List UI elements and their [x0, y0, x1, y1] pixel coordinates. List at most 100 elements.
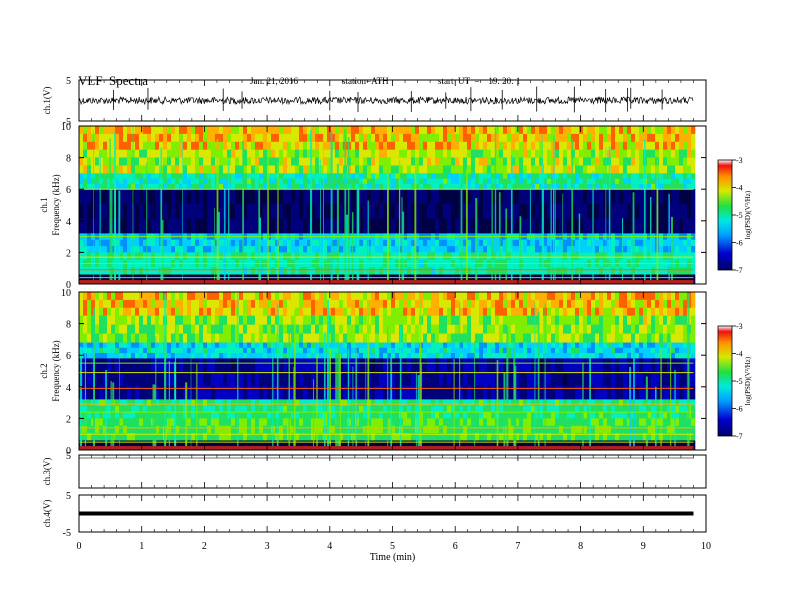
- spectrogram-cell: [79, 274, 84, 278]
- spectrogram-cell: [635, 292, 640, 301]
- spectrogram-cell: [595, 218, 600, 234]
- spectrogram-cell: [511, 218, 516, 234]
- spectrogram-cell: [535, 274, 540, 278]
- spectrogram-cell: [611, 292, 616, 301]
- spectrogram-cell: [471, 157, 476, 166]
- spectrogram-cell: [575, 178, 580, 185]
- spectrogram-cell: [683, 141, 688, 150]
- spectrogram-cell: [447, 333, 452, 343]
- spectrogram-cell: [171, 203, 176, 219]
- spectrogram-cell: [239, 239, 244, 247]
- spectrogram-cell: [175, 149, 180, 158]
- spectrogram-cell: [647, 178, 652, 185]
- spectrogram-cell: [247, 157, 252, 166]
- spectrogram-cell: [519, 307, 524, 316]
- spectrogram-cell: [171, 315, 176, 325]
- spectrogram-cell: [123, 299, 128, 309]
- spectrogram-cell: [103, 239, 108, 247]
- spectrogram-cell: [467, 203, 472, 219]
- spectrogram-cell: [287, 133, 292, 143]
- spectrogram-cell: [591, 133, 596, 143]
- spectrogram-cell: [207, 307, 212, 316]
- spectrogram-cell: [395, 178, 400, 185]
- spectrogram-cell: [671, 141, 676, 150]
- spectrogram-cell: [275, 218, 280, 234]
- spectrogram-cell: [503, 189, 508, 205]
- spectrogram-cell: [583, 173, 588, 179]
- spectrogram-cell: [179, 342, 184, 349]
- spectrogram-cell: [447, 183, 452, 190]
- spectrogram-cell: [563, 141, 568, 150]
- spectrogram-cell: [251, 165, 256, 174]
- spectrogram-cell: [531, 246, 536, 253]
- spectrogram-cell: [615, 239, 620, 247]
- spectrogram-cell: [639, 141, 644, 150]
- spectrogram-cell: [663, 292, 668, 301]
- spectrogram-cell: [103, 218, 108, 234]
- spectrogram-cell: [187, 307, 192, 316]
- spectrogram-cell: [571, 315, 576, 325]
- spectrogram-cell: [227, 141, 232, 150]
- spectrogram-cell: [511, 315, 516, 325]
- spectrogram-cell: [539, 203, 544, 219]
- spectrogram-cell: [199, 239, 204, 247]
- spectrogram-cell: [487, 157, 492, 166]
- spectrogram-cell: [487, 203, 492, 219]
- spectrogram-cell: [99, 218, 104, 234]
- spectrogram-cell: [671, 277, 676, 282]
- spectrogram-cell: [347, 342, 352, 349]
- spectrogram-cell: [375, 178, 380, 185]
- spectrogram-cell: [539, 157, 544, 166]
- spectrogram-cell: [375, 149, 380, 158]
- spectrogram-cell: [251, 157, 256, 166]
- spectrogram-cell: [311, 173, 316, 179]
- spectrogram-cell: [295, 307, 300, 316]
- spectrogram-cell: [179, 277, 184, 282]
- spectrogram-cell: [331, 292, 336, 301]
- spectrogram-cell: [451, 173, 456, 179]
- spectrogram-cell: [203, 218, 208, 234]
- spectrogram-cell: [479, 246, 484, 253]
- spectrogram-cell: [587, 203, 592, 219]
- spectrogram-cell: [579, 299, 584, 309]
- spectrogram-cell: [135, 218, 140, 234]
- spectrogram-cell: [443, 183, 448, 190]
- sferic-streak: [182, 140, 183, 284]
- spectrogram-cell: [391, 218, 396, 234]
- spectrogram-cell: [503, 157, 508, 166]
- spectrogram-cell: [407, 141, 412, 150]
- spectrogram-cell: [415, 218, 420, 234]
- spectrogram-cell: [403, 189, 408, 205]
- spectrogram-cell: [515, 299, 520, 309]
- spectrogram-cell: [567, 274, 572, 278]
- spectrogram-cell: [191, 218, 196, 234]
- spectrogram-cell: [263, 183, 268, 190]
- spectrogram-cell: [623, 299, 628, 309]
- spectrogram-cell: [143, 342, 148, 349]
- spectrogram-cell: [303, 178, 308, 185]
- spectrogram-cell: [227, 333, 232, 343]
- spectrogram-cell: [319, 183, 324, 190]
- spectrogram-cell: [679, 178, 684, 185]
- spectrogram-cell: [575, 141, 580, 150]
- spectrogram-cell: [535, 178, 540, 185]
- spectrogram-cell: [207, 274, 212, 278]
- spectrogram-cell: [203, 246, 208, 253]
- spectrogram-cell: [611, 149, 616, 158]
- spectrogram-cell: [371, 126, 376, 135]
- spectrogram-cell: [503, 277, 508, 282]
- spectrogram-cell: [235, 189, 240, 205]
- spectrogram-cell: [99, 246, 104, 253]
- spectrogram-cell: [135, 277, 140, 282]
- spectrogram-cell: [303, 157, 308, 166]
- spectrogram-cell: [103, 292, 108, 301]
- spectrogram-cell: [99, 133, 104, 143]
- spectrogram-cell: [207, 178, 212, 185]
- spectrogram-cell: [111, 203, 116, 219]
- spectrogram-cell: [419, 246, 424, 253]
- spectrogram-cell: [415, 246, 420, 253]
- spectrogram-cell: [483, 149, 488, 158]
- spectrogram-cell: [579, 173, 584, 179]
- spectrogram-cell: [683, 149, 688, 158]
- spectrogram-cell: [151, 133, 156, 143]
